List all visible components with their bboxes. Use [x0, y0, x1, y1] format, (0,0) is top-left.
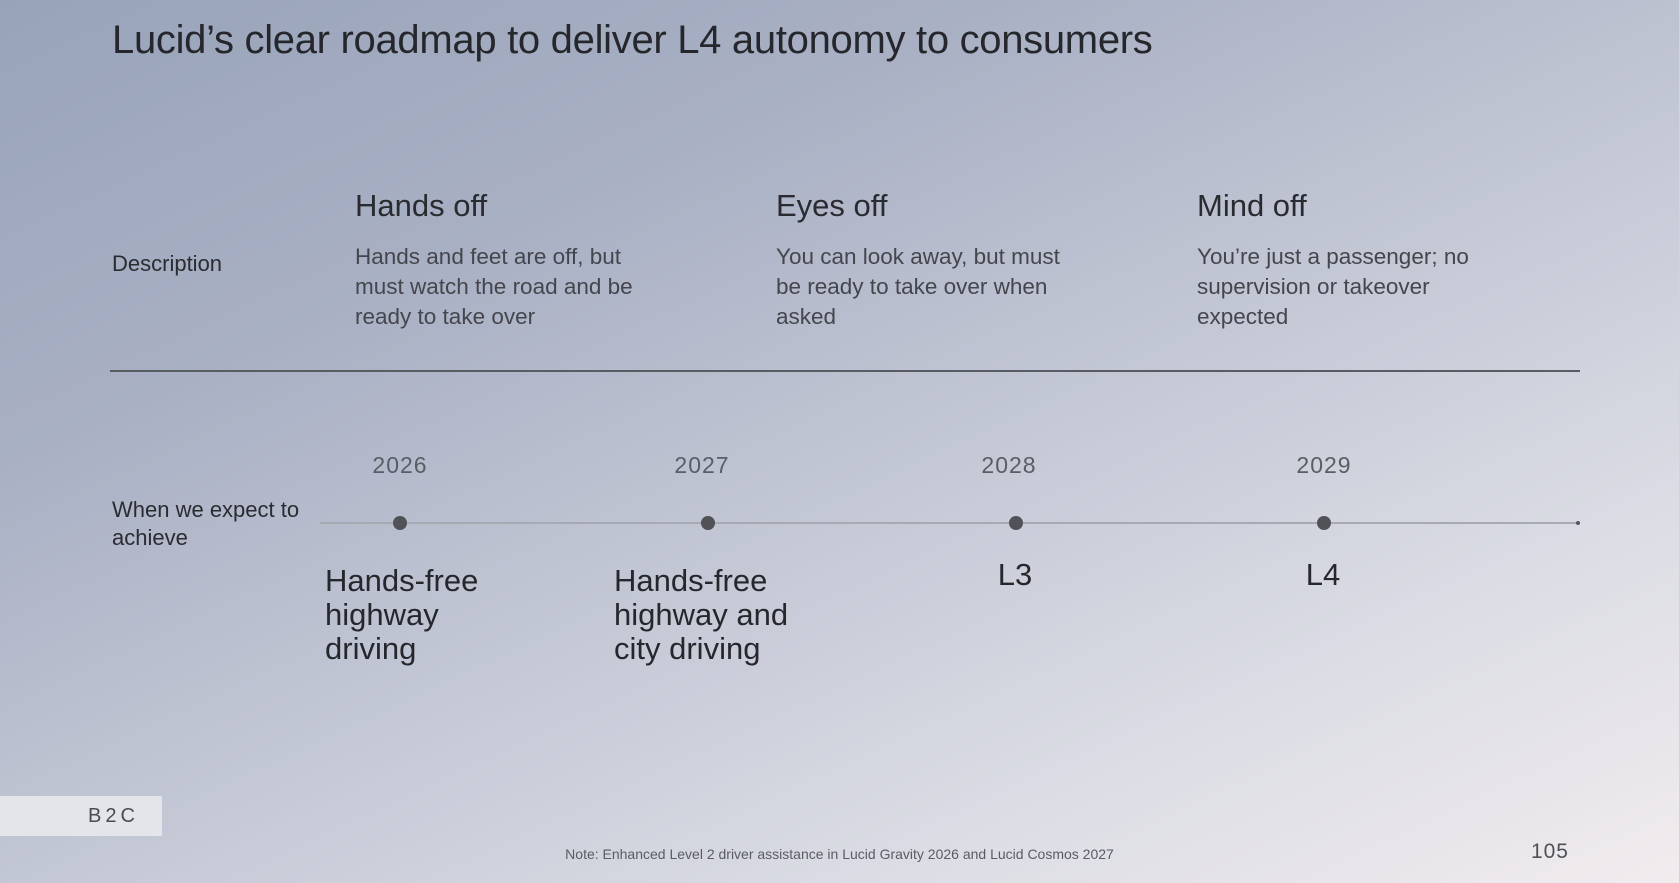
timeline-row-label: When we expect to achieve — [112, 497, 300, 550]
milestone-label-2027: Hands-free highway and city driving — [614, 563, 789, 666]
milestone-dot-2026 — [393, 516, 407, 530]
level-heading: Eyes off — [776, 188, 888, 223]
timeline-end-mark — [1576, 521, 1580, 525]
level-eyes-off: Eyes off You can look away, but must be … — [776, 186, 1136, 332]
milestone-year-2029: 2029 — [1296, 452, 1352, 478]
milestone-year-2026: 2026 — [372, 452, 428, 478]
milestone-dot-2029 — [1317, 516, 1331, 530]
milestone-dot-2027 — [701, 516, 715, 530]
page-number: 105 — [1530, 840, 1569, 863]
milestone-label-2026: Hands-free highway driving — [325, 563, 479, 666]
segment-tag: B2C — [0, 796, 162, 836]
slide-title: Lucid’s clear roadmap to deliver L4 auto… — [112, 18, 1153, 62]
section-divider — [110, 370, 1580, 372]
milestone-dot-2028 — [1009, 516, 1023, 530]
timeline-line — [320, 522, 1578, 524]
level-description: You can look away, but must be ready to … — [776, 244, 1060, 329]
level-description: Hands and feet are off, but must watch t… — [355, 244, 633, 329]
level-hands-off: Hands off Hands and feet are off, but mu… — [355, 186, 715, 332]
description-row-label: Description — [112, 251, 223, 276]
milestone-label-2029: L4 — [1305, 557, 1341, 592]
milestone-year-2028: 2028 — [981, 452, 1037, 478]
level-heading: Hands off — [355, 188, 488, 223]
footnote: Note: Enhanced Level 2 driver assistance… — [565, 846, 1114, 862]
level-description: You’re just a passenger; no supervision … — [1197, 244, 1469, 329]
level-heading: Mind off — [1197, 188, 1307, 223]
level-mind-off: Mind off You’re just a passenger; no sup… — [1197, 186, 1557, 332]
milestone-year-2027: 2027 — [674, 452, 730, 478]
milestone-label-2028: L3 — [997, 557, 1033, 592]
